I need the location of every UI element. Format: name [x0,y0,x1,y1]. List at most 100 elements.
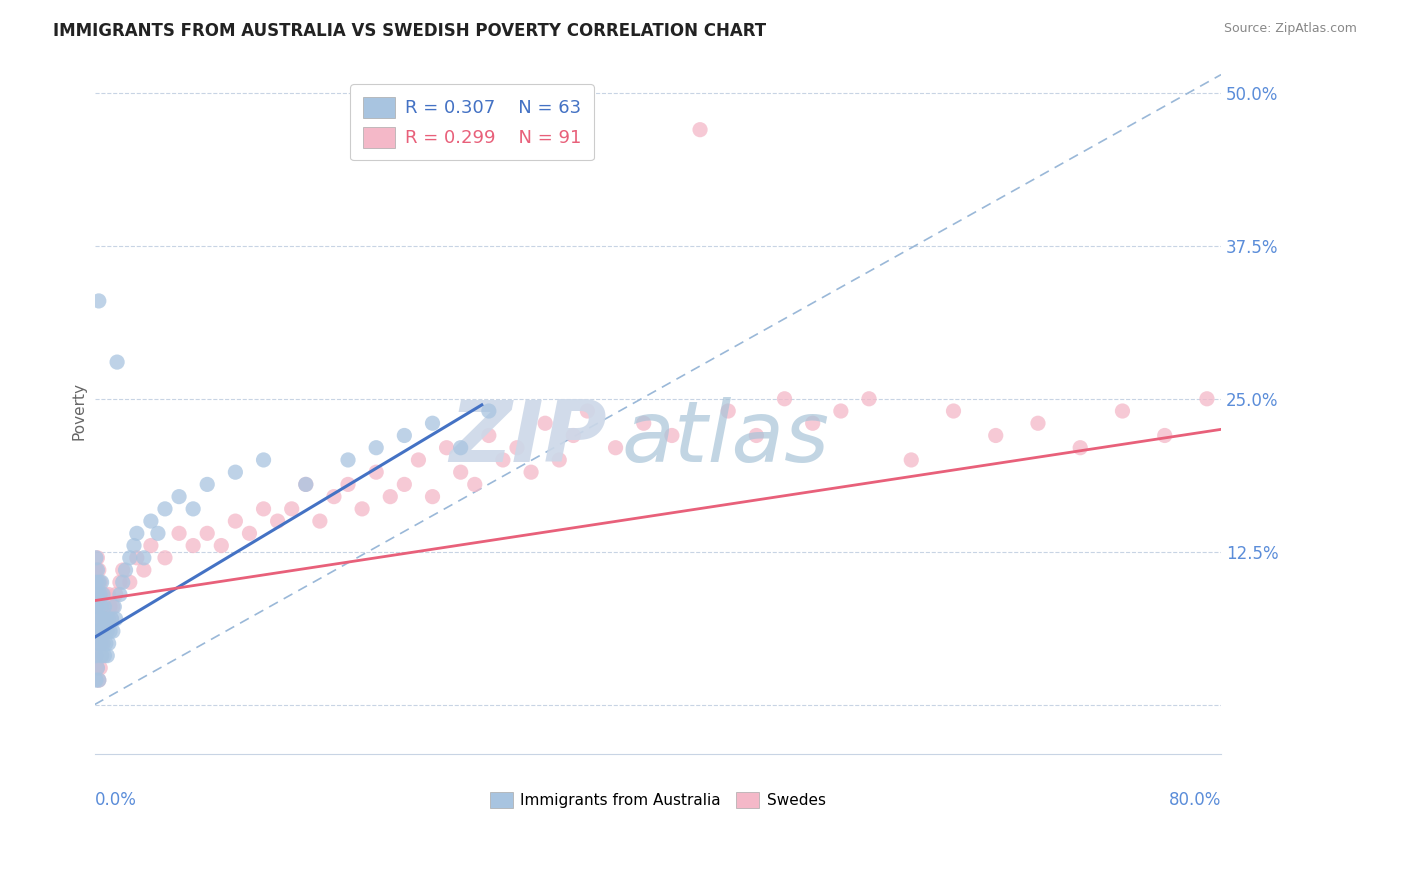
Point [478,404,501,418]
Point [1026,416,1049,430]
Text: IMMIGRANTS FROM AUSTRALIA VS SWEDISH POVERTY CORRELATION CHART: IMMIGRANTS FROM AUSTRALIA VS SWEDISH POV… [53,22,766,40]
Point [93,648,115,663]
Point [506,441,529,455]
Point [87,673,110,687]
Point [294,477,316,491]
Point [101,624,124,639]
Point [266,514,288,528]
Point [94,612,117,626]
Point [94,624,117,639]
Point [125,550,148,565]
Point [534,416,557,430]
Point [224,465,246,479]
Point [309,514,332,528]
Point [87,293,110,308]
Point [84,624,107,639]
Point [633,416,655,430]
Point [91,599,114,614]
Text: ZIP: ZIP [450,397,607,480]
Point [108,587,131,601]
Point [97,612,120,626]
Point [105,355,128,369]
Point [86,661,108,675]
Point [167,526,190,541]
Point [394,477,416,491]
Point [576,404,599,418]
Point [86,624,108,639]
Point [108,575,131,590]
Point [478,428,501,442]
Point [366,441,388,455]
Point [181,501,204,516]
Point [153,501,176,516]
Point [1069,441,1091,455]
Point [87,599,110,614]
Point [942,404,965,418]
Point [98,624,121,639]
Point [89,587,111,601]
Point [100,612,122,626]
Point [87,575,110,590]
Point [125,526,148,541]
Point [89,612,111,626]
Point [87,587,110,601]
Point [450,465,472,479]
Point [294,477,316,491]
Point [352,501,374,516]
Point [104,612,127,626]
Point [86,575,108,590]
Point [773,392,796,406]
Point [337,453,360,467]
Point [96,648,118,663]
Legend: Immigrants from Australia, Swedes: Immigrants from Australia, Swedes [484,786,832,814]
Point [1153,428,1175,442]
Point [337,477,360,491]
Point [86,599,108,614]
Point [520,465,543,479]
Point [122,539,145,553]
Point [118,550,141,565]
Point [900,453,922,467]
Point [89,636,111,650]
Point [195,526,218,541]
Point [96,612,118,626]
Point [104,587,127,601]
Point [90,599,112,614]
Point [132,563,155,577]
Text: atlas: atlas [621,397,830,480]
Point [139,539,162,553]
Point [90,624,112,639]
Text: Source: ZipAtlas.com: Source: ZipAtlas.com [1223,22,1357,36]
Point [181,539,204,553]
Point [100,612,122,626]
Point [548,453,571,467]
Point [86,661,108,675]
Point [464,477,486,491]
Point [139,514,162,528]
Point [87,673,110,687]
Point [146,526,169,541]
Point [422,416,444,430]
Point [84,550,107,565]
Point [422,490,444,504]
Point [450,441,472,455]
Point [830,404,852,418]
Point [91,612,114,626]
Point [89,661,111,675]
Point [93,612,115,626]
Point [93,599,115,614]
Point [86,636,108,650]
Point [91,624,114,639]
Point [492,453,515,467]
Point [98,599,121,614]
Point [84,599,107,614]
Point [87,624,110,639]
Point [84,648,107,663]
Point [89,624,111,639]
Point [118,575,141,590]
Point [96,624,118,639]
Point [86,550,108,565]
Point [90,575,112,590]
Point [111,575,134,590]
Point [408,453,430,467]
